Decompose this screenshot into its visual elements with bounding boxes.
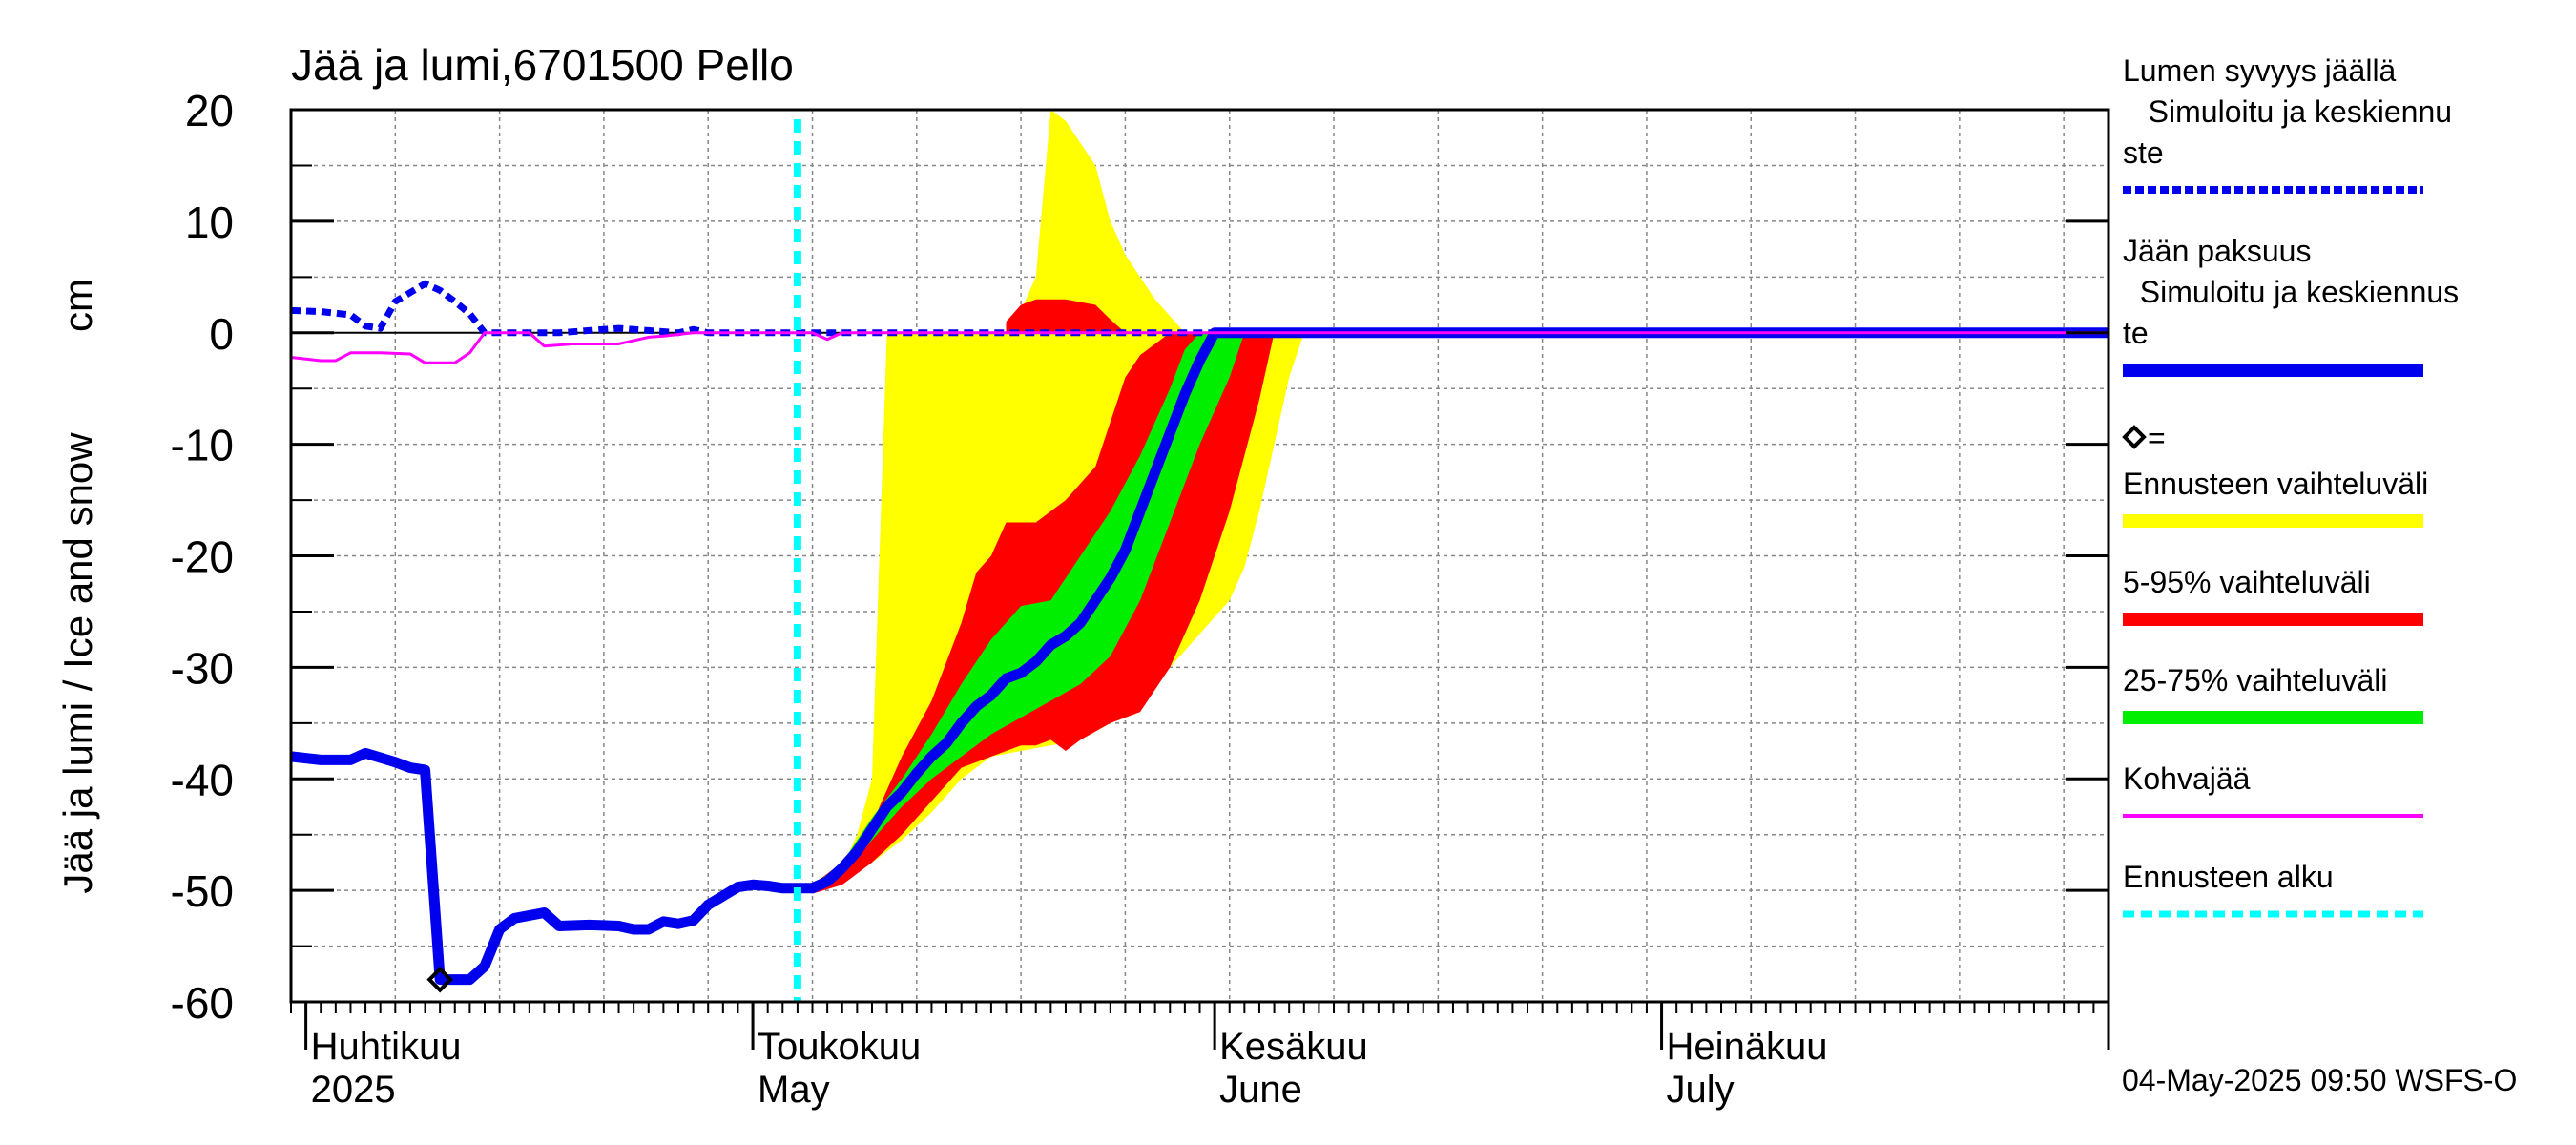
x-month-label-fi: Kesäkuu	[1219, 1026, 1368, 1068]
y-tick-label: 20	[185, 86, 234, 135]
legend-label: Kohvajää	[2123, 761, 2251, 796]
chart-title: Jää ja lumi,6701500 Pello	[291, 40, 794, 90]
legend: Lumen syvyys jäällä Simuloitu ja keskien…	[2122, 53, 2459, 918]
y-tick-label: -50	[171, 866, 234, 916]
x-month-label-en: June	[1219, 1069, 1302, 1111]
x-month-label-fi: Toukokuu	[758, 1026, 921, 1068]
y-axis-unit-group: cm	[55, 279, 100, 332]
legend-label: Simuloitu ja keskiennu	[2123, 94, 2452, 129]
y-tick-label: -10	[171, 421, 234, 470]
legend-marker-diamond	[2122, 425, 2147, 449]
legend-label: 25-75% vaihteluväli	[2123, 663, 2388, 697]
marker-diamond	[426, 966, 453, 993]
y-axis-unit: cm	[55, 279, 100, 332]
legend-label: Lumen syvyys jäällä	[2123, 53, 2397, 88]
series-ice-thickness	[290, 327, 2109, 986]
y-tick-label: -40	[171, 755, 234, 804]
legend-label: Simuloitu ja keskiennus	[2123, 275, 2459, 309]
legend-label: Jään paksuus	[2123, 234, 2311, 268]
y-axis-label: Jää ja lumi / Ice and snow	[55, 432, 100, 894]
legend-label: ste	[2123, 135, 2164, 170]
y-axis-title: Jää ja lumi / Ice and snow	[55, 432, 100, 894]
y-tick-label: -60	[171, 978, 234, 1028]
x-month-label-en: May	[758, 1069, 830, 1111]
legend-label: te	[2123, 316, 2149, 350]
legend-label: =	[2148, 421, 2166, 455]
series-lines	[290, 119, 2109, 1002]
y-tick-label: 10	[185, 198, 234, 247]
x-month-label-en: July	[1667, 1069, 1735, 1111]
x-month-label-fi: Heinäkuu	[1667, 1026, 1828, 1068]
y-tick-label: 0	[209, 309, 234, 359]
y-tick-label: -20	[171, 532, 234, 582]
legend-label: Ennusteen vaihteluväli	[2123, 467, 2428, 501]
x-month-label-en: 2025	[311, 1069, 396, 1111]
footer-timestamp: 04-May-2025 09:50 WSFS-O	[2122, 1063, 2517, 1097]
series-slush-ice	[290, 331, 2109, 364]
y-tick-label: -30	[171, 643, 234, 693]
band-5-95-yl-osa	[1006, 299, 1126, 333]
legend-label: Ennusteen alku	[2123, 860, 2334, 894]
x-month-label-fi: Huhtikuu	[311, 1026, 462, 1068]
legend-label: 5-95% vaihteluväli	[2123, 565, 2371, 599]
band-25-75-vaihteluv-li	[812, 332, 1245, 891]
